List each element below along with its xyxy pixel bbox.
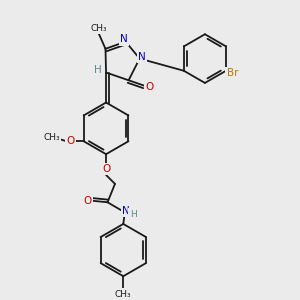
- Text: O: O: [102, 164, 110, 174]
- Text: H: H: [94, 65, 102, 75]
- Text: CH₃: CH₃: [91, 24, 107, 33]
- Text: N: N: [122, 206, 130, 216]
- Text: N: N: [138, 52, 146, 62]
- Text: O: O: [145, 82, 154, 92]
- Text: N: N: [120, 34, 128, 44]
- Text: O: O: [66, 136, 74, 146]
- Text: CH₃: CH₃: [115, 290, 132, 298]
- Text: H: H: [130, 210, 136, 219]
- Text: Br: Br: [227, 68, 238, 78]
- Text: O: O: [83, 196, 92, 206]
- Text: CH₃: CH₃: [43, 133, 60, 142]
